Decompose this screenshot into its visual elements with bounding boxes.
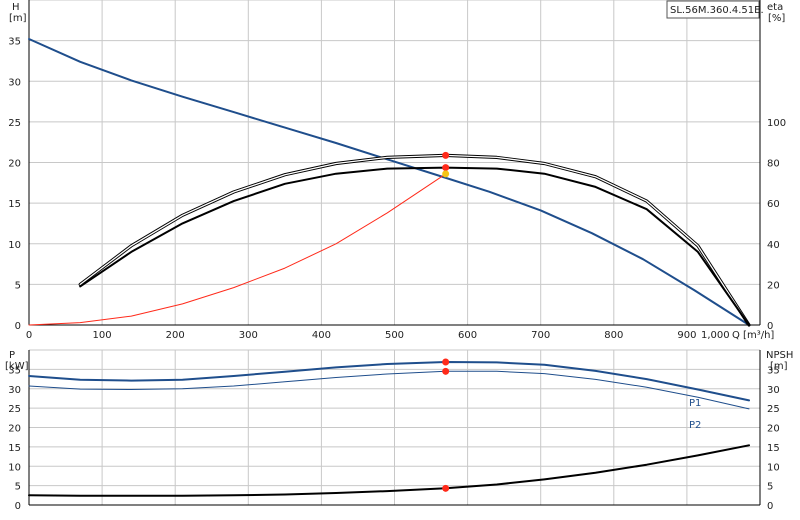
right-tick-label: 0	[767, 501, 773, 512]
operating-point-marker	[442, 358, 450, 366]
series-system	[28, 173, 447, 326]
right-tick-label: 35	[767, 365, 780, 376]
flow-end-label: 1,000	[701, 330, 730, 341]
right-tick-label: 20	[767, 424, 780, 435]
series-P2	[28, 370, 750, 410]
operating-point-marker	[442, 170, 450, 178]
series-label-p2: P2	[689, 420, 701, 431]
operating-point-marker	[442, 484, 450, 492]
x-tick-label: 700	[531, 330, 550, 341]
right-tick-label: 100	[767, 118, 786, 129]
right-tick-label: 40	[767, 240, 780, 251]
series-label-p1: P1	[689, 398, 701, 409]
eta-axis-unit: [%]	[768, 13, 785, 24]
marker-layer	[442, 151, 450, 492]
left-tick-label: 30	[8, 77, 21, 88]
right-tick-label: 0	[767, 321, 773, 332]
power-axis-title: P	[9, 350, 15, 361]
right-tick-label: 60	[767, 199, 780, 210]
x-tick-label: 800	[604, 330, 623, 341]
left-tick-label: 15	[8, 199, 21, 210]
left-tick-label: 20	[8, 159, 21, 170]
series-eta-inner	[79, 166, 750, 326]
left-tick-label: 25	[8, 404, 21, 415]
grid-layer	[28, 0, 761, 506]
head-axis-title: H	[12, 2, 20, 13]
x-tick-label: 300	[239, 330, 258, 341]
left-tick-label: 20	[8, 424, 21, 435]
right-tick-label: 80	[767, 159, 780, 170]
series-eta-outer-inner	[79, 154, 750, 326]
left-tick-label: 35	[8, 37, 21, 48]
head-axis-unit: [m]	[9, 13, 27, 24]
series-eta-outer	[78, 153, 751, 327]
series-layer	[28, 38, 751, 497]
left-tick-label: 30	[8, 385, 21, 396]
left-tick-label: 10	[8, 462, 21, 473]
x-tick-label: 100	[93, 330, 112, 341]
model-label-box	[666, 0, 760, 19]
left-tick-label: 0	[15, 321, 21, 332]
x-tick-label: 400	[312, 330, 331, 341]
left-tick-label: 5	[15, 280, 21, 291]
operating-point-marker	[442, 367, 450, 375]
operating-point-marker	[442, 164, 450, 172]
operating-point-marker	[442, 151, 450, 159]
x-tick-label: 600	[458, 330, 477, 341]
right-tick-label: 10	[767, 462, 780, 473]
x-tick-label: 500	[385, 330, 404, 341]
model-label: SL.56M.360.4.51E.	[670, 5, 764, 16]
flow-axis-title: Q [m³/h]	[732, 330, 774, 341]
left-tick-label: 5	[15, 482, 21, 493]
left-tick-label: 35	[8, 365, 21, 376]
left-tick-label: 10	[8, 240, 21, 251]
npsh-axis-unit: [m]	[770, 361, 788, 372]
left-tick-label: 0	[15, 501, 21, 512]
series-head	[28, 38, 750, 326]
series-P1	[28, 361, 750, 402]
right-tick-label: 5	[767, 482, 773, 493]
right-tick-label: 30	[767, 385, 780, 396]
right-tick-label: 20	[767, 280, 780, 291]
npsh-axis-title: NPSH	[766, 350, 793, 361]
x-tick-label: 200	[166, 330, 185, 341]
left-tick-label: 25	[8, 118, 21, 129]
right-tick-label: 15	[767, 443, 780, 454]
eta-axis-title: eta	[767, 2, 783, 13]
series-NPSH	[28, 444, 750, 497]
x-tick-label: 0	[26, 330, 32, 341]
right-tick-label: 25	[767, 404, 780, 415]
power-axis-unit: [kW]	[5, 361, 29, 372]
left-tick-label: 15	[8, 443, 21, 454]
x-tick-label: 900	[677, 330, 696, 341]
